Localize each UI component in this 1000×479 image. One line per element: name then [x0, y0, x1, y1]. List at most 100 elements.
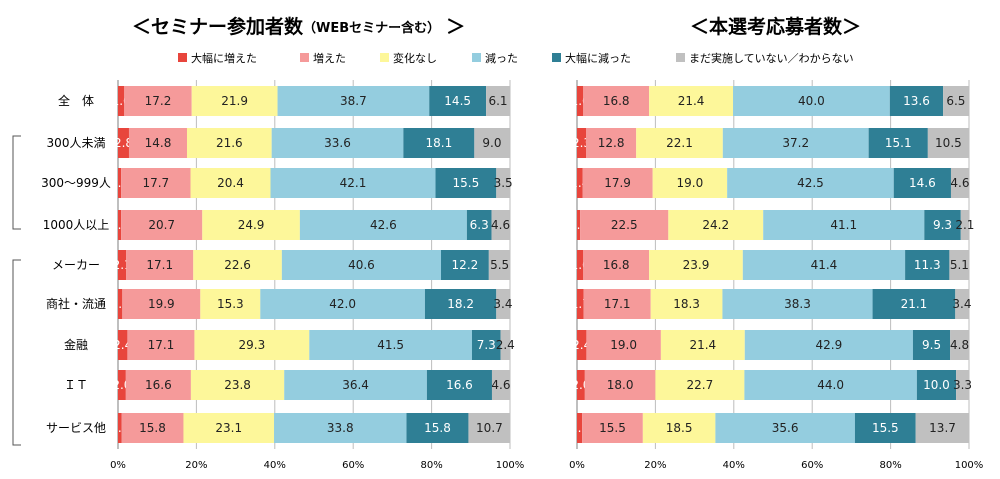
- bar-left-row7-s6: [500, 330, 510, 360]
- bar-left-row5-s3: [193, 250, 282, 280]
- bar-right-row5-s1: [577, 250, 584, 280]
- chart-title-right: ＜本選考応募者数＞: [690, 15, 861, 38]
- bar-left-row6-s2: [122, 289, 201, 319]
- data-label-right-row8-s6: 3.3: [953, 378, 972, 392]
- bar-left-row3-s2: [121, 168, 191, 198]
- x-tick-label-left-0: 0%: [110, 460, 126, 471]
- chart-panel-right: 0% 20% 40% 60% 80% 100%1.6 16.8 21.4 40.0 13.6 6.5…: [569, 80, 983, 471]
- data-label-right-row3-s5: 14.6: [909, 176, 936, 190]
- legend-swatch-1: [178, 53, 187, 62]
- data-label-left-row9-s3: 23.1: [215, 421, 242, 435]
- bar-left-row1-s5: [429, 86, 487, 116]
- data-label-left-row8-s2: 16.6: [145, 378, 172, 392]
- data-label-left-row3-s3: 20.4: [217, 176, 244, 190]
- bar-right-row5-s5: [905, 250, 950, 280]
- chart-title-left: ＜セミナー参加者数（WEBセミナー含む）＞: [132, 15, 465, 38]
- data-label-right-row2-s4: 37.2: [782, 136, 809, 150]
- data-label-left-row7-s6: 2.4: [496, 338, 515, 352]
- bar-left-row7-s1: [118, 330, 128, 360]
- bar-right-row5-s3: [649, 250, 743, 280]
- group-brackets: [12, 135, 21, 446]
- bar-right-row1-s6: [943, 86, 969, 116]
- legend-label-5: 大幅に減った: [565, 51, 631, 65]
- bar-right-row7-s6: [950, 330, 969, 360]
- bar-left-row6-s1: [118, 289, 123, 319]
- bar-right-row4-s3: [668, 210, 764, 240]
- data-label-right-row5-s5: 11.3: [914, 258, 941, 272]
- bar-right-row4-s1: [577, 210, 581, 240]
- industry-group-bracket: [12, 259, 21, 446]
- bar-left-row5-s6: [488, 250, 511, 280]
- bar-right-row9-s5: [854, 413, 916, 443]
- bar-left-row5-s4: [281, 250, 442, 280]
- bar-right-row1-s3: [649, 86, 734, 116]
- bar-left-row1-s6: [486, 86, 510, 116]
- data-label-right-row1-s2: 16.8: [603, 94, 630, 108]
- size-group-bracket: [12, 135, 21, 230]
- data-label-left-row2-s5: 18.1: [425, 136, 452, 150]
- bar-left-row2-s2: [128, 128, 187, 158]
- bar-left-row6-s6: [496, 289, 510, 319]
- x-tick-label-right-5: 100%: [955, 460, 984, 471]
- data-label-left-row9-s4: 33.8: [327, 421, 354, 435]
- bar-left-row3-s3: [190, 168, 271, 198]
- data-label-left-row6-s4: 42.0: [329, 297, 356, 311]
- bar-right-row9-s3: [642, 413, 716, 443]
- data-label-right-row8-s2: 18.0: [607, 378, 634, 392]
- bar-right-row8-s1: [577, 370, 585, 400]
- data-label-right-row1-s6: 6.5: [946, 94, 965, 108]
- category-label-6: 商社・流通: [46, 296, 106, 311]
- data-label-right-row7-s2: 19.0: [610, 338, 637, 352]
- bar-right-row5-s4: [742, 250, 906, 280]
- bar-right-row3-s6: [950, 168, 969, 198]
- data-label-right-row2-s5: 15.1: [885, 136, 912, 150]
- bar-right-row8-s2: [584, 370, 656, 400]
- data-label-left-row4-s5: 6.3: [470, 218, 489, 232]
- bar-right-row4-s2: [580, 210, 669, 240]
- data-label-left-row5-s4: 40.6: [348, 258, 375, 272]
- x-tick-label-left-2: 40%: [264, 460, 286, 471]
- data-label-right-row6-s4: 38.3: [784, 297, 811, 311]
- data-label-right-row6-s5: 21.1: [901, 297, 928, 311]
- data-label-left-row6-s6: 3.4: [493, 297, 512, 311]
- x-tick-label-left-1: 20%: [185, 460, 207, 471]
- bar-right-row6-s3: [650, 289, 723, 319]
- bar-left-row2-s3: [186, 128, 272, 158]
- data-label-left-row4-s6: 4.6: [491, 218, 510, 232]
- legend-swatch-6: [676, 53, 685, 62]
- bar-left-row3-s1: [118, 168, 122, 198]
- data-label-left-row1-s4: 38.7: [340, 94, 367, 108]
- bar-right-row6-s4: [722, 289, 873, 319]
- category-label-4: 1000人以上: [43, 218, 110, 232]
- bar-left-row2-s4: [271, 128, 404, 158]
- data-label-right-row7-s4: 42.9: [816, 338, 843, 352]
- data-label-right-row1-s3: 21.4: [678, 94, 705, 108]
- data-label-left-row7-s3: 29.3: [239, 338, 266, 352]
- data-label-right-row6-s2: 17.1: [604, 297, 631, 311]
- bar-left-row9-s1: [118, 413, 122, 443]
- bar-right-row2-s1: [577, 128, 587, 158]
- data-label-left-row1-s6: 6.1: [488, 94, 507, 108]
- data-label-left-row7-s4: 41.5: [377, 338, 404, 352]
- bar-right-row8-s4: [744, 370, 917, 400]
- data-label-right-row9-s3: 18.5: [666, 421, 693, 435]
- legend-label-6: まだ実施していない／わからない: [689, 51, 854, 65]
- data-label-left-row4-s2: 20.7: [148, 218, 175, 232]
- bar-left-row8-s3: [190, 370, 285, 400]
- data-label-left-row3-s2: 17.7: [142, 176, 169, 190]
- bar-left-row5-s2: [126, 250, 194, 280]
- data-label-left-row9-s5: 15.8: [424, 421, 451, 435]
- bar-right-row9-s2: [582, 413, 643, 443]
- legend-label-2: 増えた: [313, 52, 346, 65]
- data-label-right-row8-s4: 44.0: [817, 378, 844, 392]
- bar-left-row4-s1: [118, 210, 122, 240]
- bar-left-row7-s2: [127, 330, 195, 360]
- data-label-left-row8-s5: 16.6: [446, 378, 473, 392]
- x-tick-label-right-2: 40%: [723, 460, 745, 471]
- bar-right-row1-s5: [889, 86, 944, 116]
- bar-left-row9-s3: [183, 413, 275, 443]
- bar-left-row7-s3: [194, 330, 310, 360]
- data-label-right-row1-s4: 40.0: [798, 94, 825, 108]
